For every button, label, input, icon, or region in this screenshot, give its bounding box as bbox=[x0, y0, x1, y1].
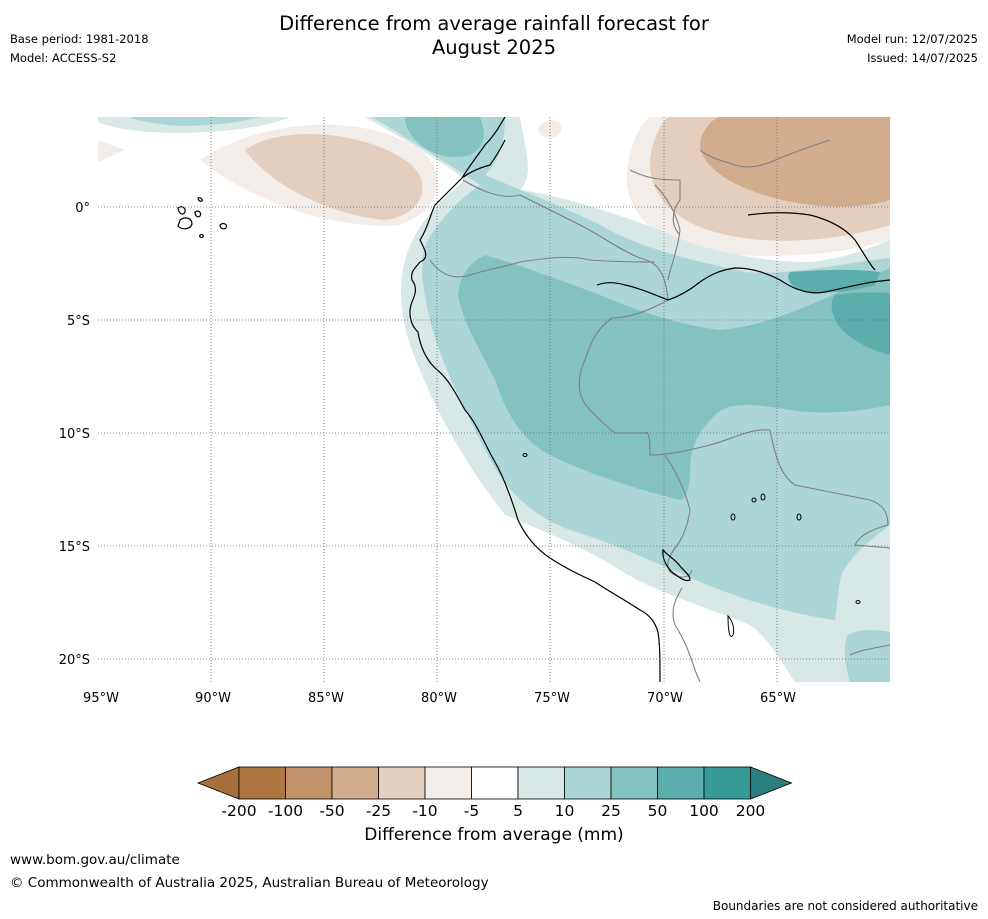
lat-label-5s: 5°S bbox=[67, 314, 90, 329]
colorbar-segment bbox=[657, 766, 705, 800]
colorbar-tick-label: -25 bbox=[366, 802, 391, 820]
meta-right: Model run: 12/07/2025 Issued: 14/07/2025 bbox=[847, 32, 978, 65]
title-line-2: August 2025 bbox=[431, 36, 557, 59]
colorbar-tick-label: 50 bbox=[648, 802, 668, 820]
coastlines bbox=[177, 117, 890, 682]
boundary-paraguay bbox=[849, 644, 890, 656]
dry-anomaly-regions bbox=[98, 117, 890, 257]
copyright-text: © Commonwealth of Australia 2025, Austra… bbox=[10, 875, 489, 891]
coast-amazon-tributary bbox=[747, 212, 876, 271]
title-line-1: Difference from average rainfall forecas… bbox=[279, 12, 709, 35]
boundary-peru-brazil bbox=[578, 299, 771, 456]
contour-plus10-se bbox=[844, 630, 890, 682]
model-name: Model: ACCESS-S2 bbox=[10, 51, 117, 65]
contour-plus25-main bbox=[458, 255, 890, 500]
colorbar-tick-label: 10 bbox=[555, 802, 575, 820]
contour-minus10-north bbox=[245, 133, 423, 220]
colorbar-extension-low bbox=[196, 766, 240, 800]
lat-label-15s: 15°S bbox=[59, 540, 90, 555]
colorbar-segment bbox=[285, 766, 333, 800]
lon-label-75w: 75°W bbox=[534, 691, 570, 706]
gridlines bbox=[98, 117, 890, 682]
lon-label-90w: 90°W bbox=[195, 691, 231, 706]
colorbar-tick-label: -200 bbox=[221, 802, 256, 820]
inland-lakes bbox=[522, 453, 861, 637]
colorbar-label: Difference from average (mm) bbox=[364, 825, 624, 845]
coast-panama bbox=[461, 139, 506, 179]
lake-5 bbox=[522, 453, 528, 457]
colorbar-tick-label: 5 bbox=[513, 802, 523, 820]
boundary-guyana bbox=[699, 139, 831, 168]
lon-label-95w: 95°W bbox=[83, 691, 119, 706]
contour-minus5-far-left bbox=[98, 140, 125, 162]
contour-plus50-east bbox=[831, 292, 890, 355]
colorbar-segment bbox=[471, 766, 519, 800]
disclaimer-text: Boundaries are not considered authoritat… bbox=[712, 899, 978, 913]
lake-2 bbox=[760, 493, 766, 501]
colorbar-segment bbox=[378, 766, 426, 800]
colorbar-segment bbox=[610, 766, 658, 800]
lake-3 bbox=[730, 513, 736, 521]
colorbar-extension-high bbox=[750, 766, 793, 800]
lon-label-80w: 80°W bbox=[421, 691, 457, 706]
colorbar-tick-label: -100 bbox=[268, 802, 303, 820]
contour-plus25-top bbox=[405, 117, 484, 157]
lake-poopo bbox=[727, 614, 735, 637]
galapagos-islands bbox=[177, 197, 228, 238]
colorbar-tick-label: -5 bbox=[464, 802, 479, 820]
colorbar-tick-label: 25 bbox=[601, 802, 621, 820]
colorbar-tick-label: -10 bbox=[412, 802, 437, 820]
bom-url: www.bom.gov.au/climate bbox=[10, 852, 180, 868]
lake-titicaca bbox=[662, 548, 691, 582]
boundary-bolivia-chile bbox=[672, 587, 701, 682]
colorbar-segment bbox=[424, 766, 472, 800]
colorbar-segment bbox=[703, 766, 751, 800]
colorbar-segment bbox=[238, 766, 286, 800]
lake-4 bbox=[796, 513, 802, 521]
chart-title: Difference from average rainfall forecas… bbox=[0, 12, 988, 60]
lake-6 bbox=[855, 600, 861, 604]
colorbar-tick-label: 100 bbox=[689, 802, 719, 820]
boundary-colombia-venezuela bbox=[629, 169, 681, 236]
coast-amazon-river bbox=[596, 267, 890, 301]
issued-date: Issued: 14/07/2025 bbox=[867, 51, 978, 65]
lake-1 bbox=[751, 497, 757, 503]
contour-plus10-top-left bbox=[130, 117, 260, 126]
lon-label-85w: 85°W bbox=[308, 691, 344, 706]
lat-label-0: 0° bbox=[75, 201, 90, 216]
boundary-peru-colombia bbox=[429, 256, 656, 278]
lat-label-20s: 20°S bbox=[59, 653, 90, 668]
coast-pacific-south-america bbox=[409, 117, 661, 682]
map-area bbox=[98, 117, 890, 682]
lon-label-70w: 70°W bbox=[647, 691, 683, 706]
colorbar bbox=[196, 766, 793, 800]
lat-label-10s: 10°S bbox=[59, 427, 90, 442]
colorbar-segment bbox=[564, 766, 612, 800]
contour-minus25-ne bbox=[700, 117, 890, 207]
colorbar-tick-labels: -200 -100 -50 -25 -10 -5 5 10 25 50 100 200 bbox=[221, 802, 765, 820]
base-period: Base period: 1981-2018 bbox=[10, 32, 149, 46]
colorbar-tick-label: -50 bbox=[319, 802, 344, 820]
colorbar-tick-label: 200 bbox=[736, 802, 766, 820]
lat-axis-labels: 0° 5°S 10°S 15°S 20°S bbox=[59, 201, 90, 668]
colorbar-segment bbox=[517, 766, 565, 800]
wet-anomaly-regions bbox=[98, 117, 890, 682]
model-run-date: Model run: 12/07/2025 bbox=[846, 32, 978, 46]
meta-left: Base period: 1981-2018 Model: ACCESS-S2 bbox=[10, 32, 149, 65]
colorbar-segment bbox=[331, 766, 379, 800]
contour-plus50-amazon bbox=[788, 269, 880, 293]
boundary-bolivia-brazil bbox=[769, 429, 890, 549]
lon-label-65w: 65°W bbox=[760, 691, 796, 706]
country-boundaries bbox=[429, 139, 890, 682]
lon-axis-labels: 95°W 90°W 85°W 80°W 75°W 70°W 65°W bbox=[83, 691, 796, 706]
